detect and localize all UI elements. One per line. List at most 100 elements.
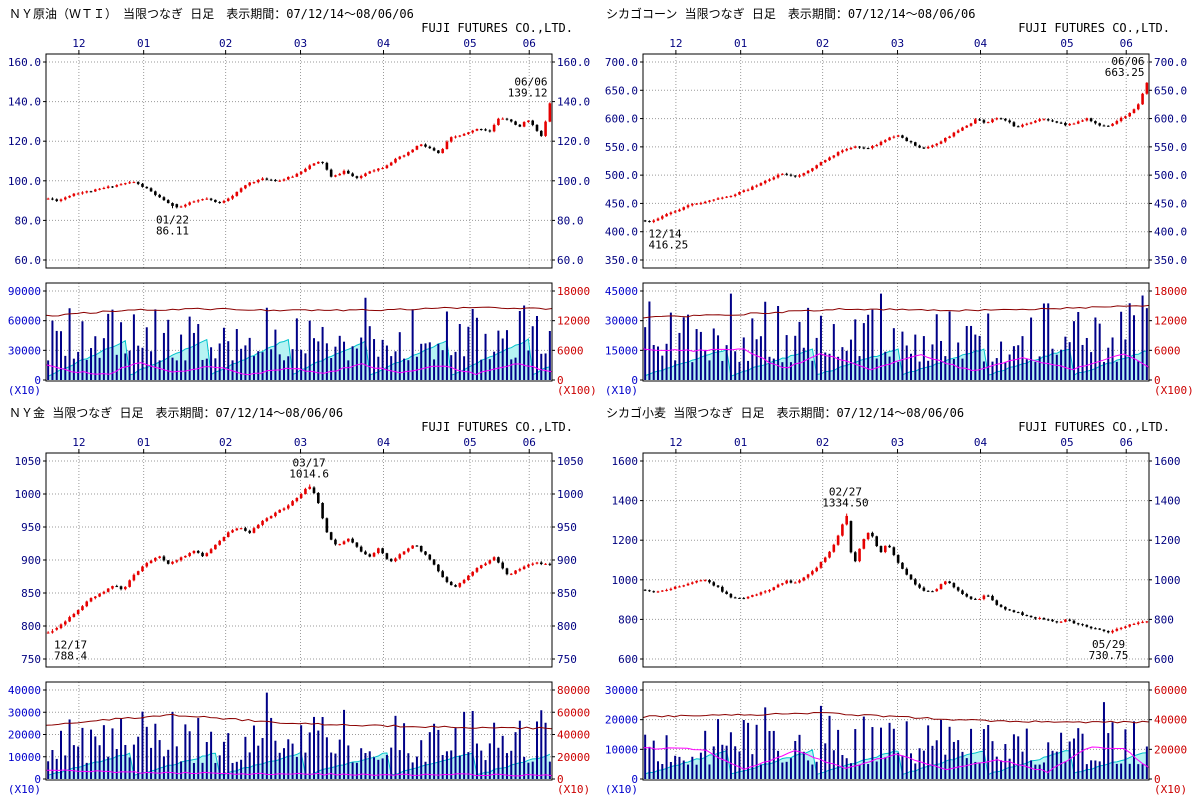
magenta-indicator-line [45, 362, 553, 376]
svg-text:600.0: 600.0 [1154, 113, 1187, 126]
total-open-interest-line [45, 713, 553, 730]
svg-text:650.0: 650.0 [1154, 84, 1187, 97]
svg-text:06: 06 [523, 37, 536, 50]
svg-text:(X100): (X100) [1154, 384, 1194, 397]
axis-labels-layer: 12 01 02 03 04 05 06 1600 1600 1400 1400 1200 1200 10… [605, 436, 1187, 796]
svg-text:01: 01 [734, 37, 747, 50]
svg-text:6000: 6000 [1154, 344, 1181, 357]
magenta-indicator-line [642, 746, 1150, 774]
svg-text:06/06: 06/06 [1111, 55, 1144, 68]
panel-chicago-wheat: シカゴ小麦 当限つなぎ 日足 表示期間：07/12/14～08/06/06 FU… [597, 399, 1194, 799]
total-open-interest-line [642, 304, 1150, 319]
svg-text:100.0: 100.0 [8, 175, 41, 188]
svg-text:80.0: 80.0 [557, 214, 584, 227]
svg-text:04: 04 [974, 436, 988, 449]
svg-text:06/06: 06/06 [514, 75, 547, 88]
magenta-indicator-line [45, 769, 553, 777]
svg-text:60.0: 60.0 [15, 254, 42, 267]
candlestick-layer [643, 82, 1149, 224]
svg-text:0: 0 [557, 773, 564, 786]
svg-text:05: 05 [463, 37, 476, 50]
svg-text:06: 06 [1120, 436, 1133, 449]
svg-text:1050: 1050 [15, 455, 42, 468]
svg-text:18000: 18000 [1154, 285, 1187, 298]
svg-text:600.0: 600.0 [605, 113, 638, 126]
candlestick-layer [46, 484, 552, 634]
brand-label: FUJI FUTURES CO.,LTD. [1018, 21, 1170, 35]
svg-text:10000: 10000 [8, 751, 41, 764]
candlestick-layer [46, 102, 552, 209]
svg-text:03: 03 [891, 436, 904, 449]
svg-text:1600: 1600 [1154, 455, 1181, 468]
axis-labels-layer: 12 01 02 03 04 05 06 1050 1050 1000 1000 950 950 900 9… [8, 436, 590, 796]
chart-title: ＮＹ金 当限つなぎ 日足 表示期間：07/12/14～08/06/06 [9, 406, 344, 420]
svg-text:140.0: 140.0 [8, 96, 41, 109]
axis-labels-layer: 12 01 02 03 04 05 06 160.0 160.0 140.0 140.0 120.0 1… [8, 37, 597, 397]
svg-text:850: 850 [21, 587, 41, 600]
volume-plot-border [45, 681, 553, 781]
svg-text:80000: 80000 [557, 684, 590, 697]
svg-text:01: 01 [137, 37, 150, 50]
svg-text:30000: 30000 [605, 315, 638, 328]
svg-text:40000: 40000 [557, 729, 590, 742]
svg-text:30000: 30000 [605, 684, 638, 697]
open-interest-outline [47, 337, 550, 377]
svg-text:730.75: 730.75 [1089, 649, 1129, 662]
svg-text:1334.50: 1334.50 [822, 497, 868, 510]
svg-text:1000: 1000 [612, 574, 639, 587]
svg-text:80.0: 80.0 [15, 214, 42, 227]
price-plot-border [45, 53, 553, 269]
axis-labels-layer: 12 01 02 03 04 05 06 700.0 700.0 650.0 650.0 600.0 6… [605, 37, 1194, 397]
svg-text:20000: 20000 [605, 714, 638, 727]
panel-ny-crude-wti: ＮＹ原油（ＷＴＩ） 当限つなぎ 日足 表示期間：07/12/14～08/06/0… [0, 0, 597, 399]
svg-text:1400: 1400 [612, 495, 639, 508]
svg-text:02: 02 [816, 37, 829, 50]
svg-text:600: 600 [618, 653, 638, 666]
svg-text:650.0: 650.0 [605, 84, 638, 97]
volume-plot-border [642, 681, 1150, 781]
svg-text:350.0: 350.0 [605, 254, 638, 267]
svg-text:04: 04 [974, 37, 988, 50]
svg-text:05: 05 [1060, 436, 1073, 449]
magenta-indicator-line [642, 348, 1150, 372]
svg-text:01: 01 [137, 436, 150, 449]
svg-text:02: 02 [219, 37, 232, 50]
panel-ny-gold: ＮＹ金 当限つなぎ 日足 表示期間：07/12/14～08/06/06 FUJI… [0, 399, 597, 799]
svg-text:(X10): (X10) [557, 783, 590, 796]
svg-text:12000: 12000 [557, 315, 590, 328]
candlestick-chart-chicago-corn: 12 01 02 03 04 05 06 700.0 700.0 650.0 650.0 600.0 6… [605, 37, 1194, 397]
svg-text:(X10): (X10) [8, 384, 41, 397]
brand-label: FUJI FUTURES CO.,LTD. [1018, 420, 1170, 434]
svg-text:1000: 1000 [557, 488, 584, 501]
chart-title: シカゴ小麦 当限つなぎ 日足 表示期間：07/12/14～08/06/06 [606, 406, 965, 420]
svg-text:60.0: 60.0 [557, 254, 584, 267]
svg-text:(X10): (X10) [605, 783, 638, 796]
svg-text:500.0: 500.0 [605, 169, 638, 182]
svg-text:450.0: 450.0 [1154, 197, 1187, 210]
total-open-interest-line [45, 306, 553, 317]
svg-text:45000: 45000 [605, 285, 638, 298]
svg-text:30000: 30000 [8, 706, 41, 719]
brand-label: FUJI FUTURES CO.,LTD. [421, 21, 573, 35]
svg-text:(X10): (X10) [605, 384, 638, 397]
svg-text:40000: 40000 [8, 684, 41, 697]
svg-text:(X10): (X10) [8, 783, 41, 796]
volume-bars-layer [644, 293, 1148, 380]
svg-text:400.0: 400.0 [1154, 226, 1187, 239]
svg-text:1400: 1400 [1154, 495, 1181, 508]
price-plot-border [45, 452, 553, 668]
svg-text:05: 05 [1060, 37, 1073, 50]
svg-text:86.11: 86.11 [156, 224, 189, 237]
chart-title: ＮＹ原油（ＷＴＩ） 当限つなぎ 日足 表示期間：07/12/14～08/06/0… [9, 7, 414, 21]
svg-text:03: 03 [891, 37, 904, 50]
svg-text:600: 600 [1154, 653, 1174, 666]
svg-text:400.0: 400.0 [605, 226, 638, 239]
price-plot-border [642, 452, 1150, 668]
svg-text:20000: 20000 [557, 751, 590, 764]
svg-text:0: 0 [34, 773, 41, 786]
svg-text:12: 12 [669, 436, 682, 449]
svg-text:900: 900 [557, 554, 577, 567]
svg-text:0: 0 [631, 374, 638, 387]
